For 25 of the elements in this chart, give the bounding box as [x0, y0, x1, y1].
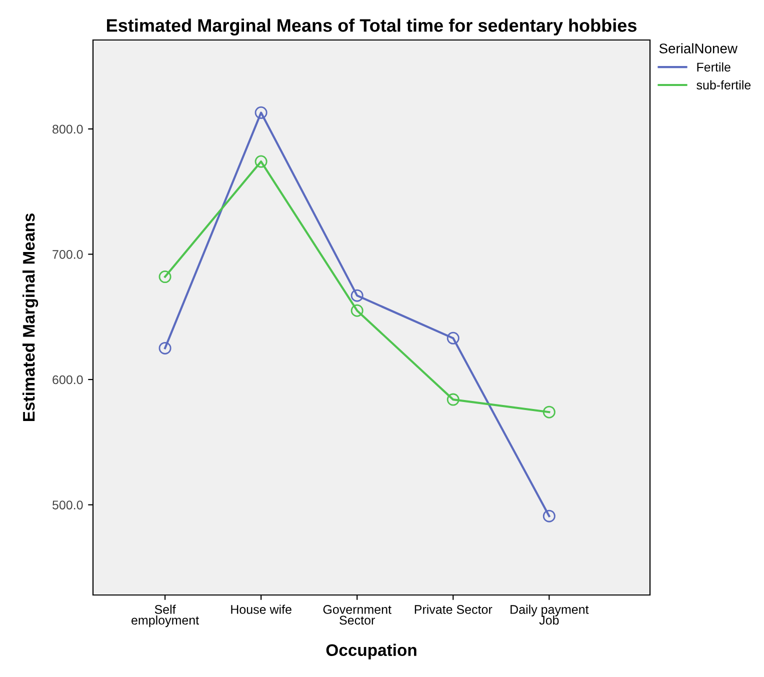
- y-axis-title: Estimated Marginal Means: [22, 214, 38, 422]
- point: [350, 304, 364, 317]
- y-tick-label: 500.0: [52, 500, 83, 510]
- y-tick-label: 700.0: [52, 250, 83, 259]
- x-tick-label: Government Sector: [323, 605, 392, 625]
- x-axis-title: Occupation: [326, 644, 416, 660]
- point: [158, 270, 172, 284]
- point: [446, 393, 460, 406]
- x-tick-label: Daily payment Job: [510, 604, 589, 625]
- point: [446, 332, 460, 344]
- point: [542, 510, 556, 522]
- point: [254, 106, 268, 119]
- point: [542, 406, 556, 418]
- point: [254, 155, 268, 168]
- x-tick-label: House wife: [231, 604, 292, 614]
- x-tick-label: Self employment: [132, 604, 199, 628]
- legend-label: Fertile: [697, 62, 730, 72]
- point: [350, 289, 364, 302]
- chart-title: Estimated Marginal Means of Total time for sedentary hobbies: [107, 18, 636, 36]
- point: [158, 342, 172, 354]
- legend-title: SerialNonew: [659, 43, 738, 54]
- x-tick-label: Private Sector: [414, 604, 492, 614]
- y-tick-label: 600.0: [52, 375, 83, 384]
- legend-label: sub-fertile: [696, 80, 751, 90]
- y-tick-label: 800.0: [52, 124, 83, 134]
